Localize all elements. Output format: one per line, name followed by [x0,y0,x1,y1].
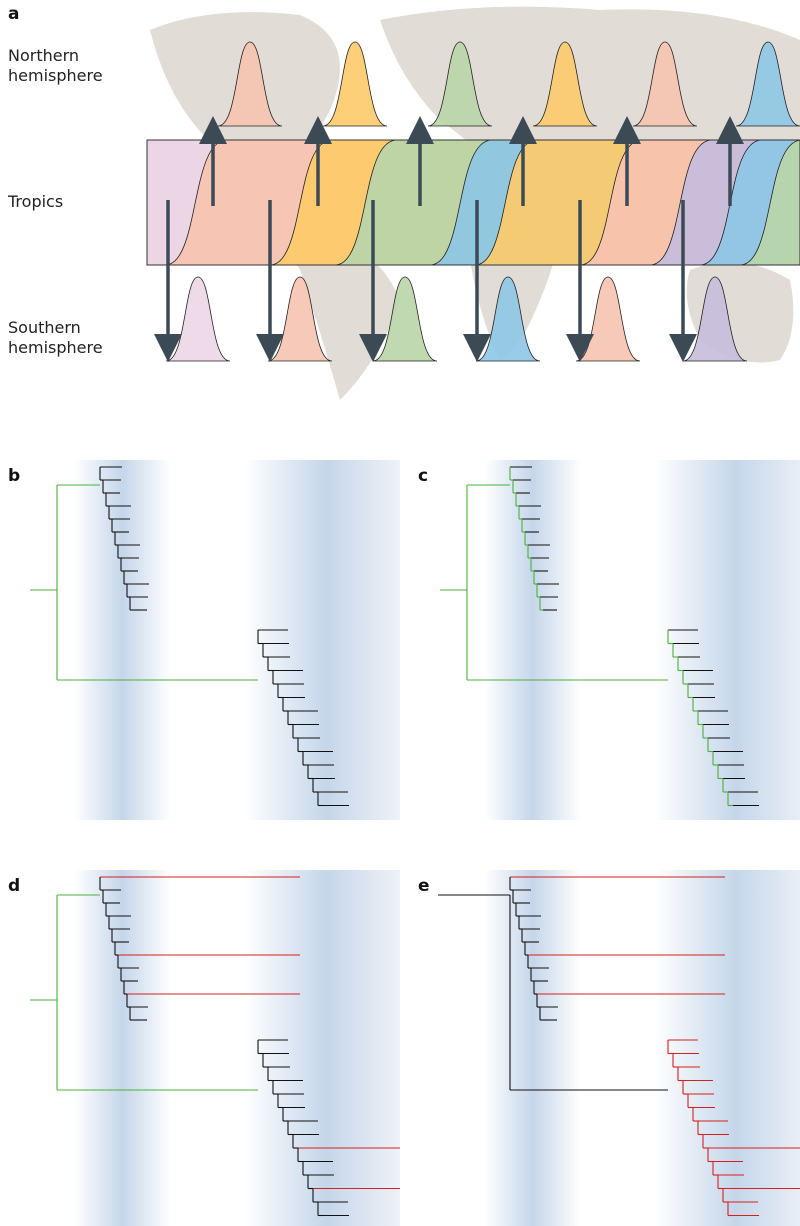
row-label: Tropics [8,192,64,211]
bell-curve [575,276,641,362]
row-label: Northern hemisphere [8,46,103,85]
row-label: Southern hemisphere [8,318,103,357]
bell-curve [165,276,231,362]
panel-a-art [146,41,800,362]
tropics-border [146,139,800,266]
climate-bands [30,870,400,1226]
climate-bands [30,460,400,820]
bell-curve [427,41,493,127]
bell-curve [532,41,598,127]
trees [30,460,800,1226]
panel-label: d [8,876,21,896]
bell-curve [735,41,800,127]
panel-label: a [8,4,20,24]
panel-label: b [8,466,21,486]
panel-label: e [418,876,430,896]
panel-label: c [418,466,429,486]
bell-curve [632,41,698,127]
climate-bands [440,870,800,1226]
climate-bands [440,460,800,820]
sigmoid [739,139,800,266]
bell-curve [217,41,283,127]
bell-curve [322,41,388,127]
